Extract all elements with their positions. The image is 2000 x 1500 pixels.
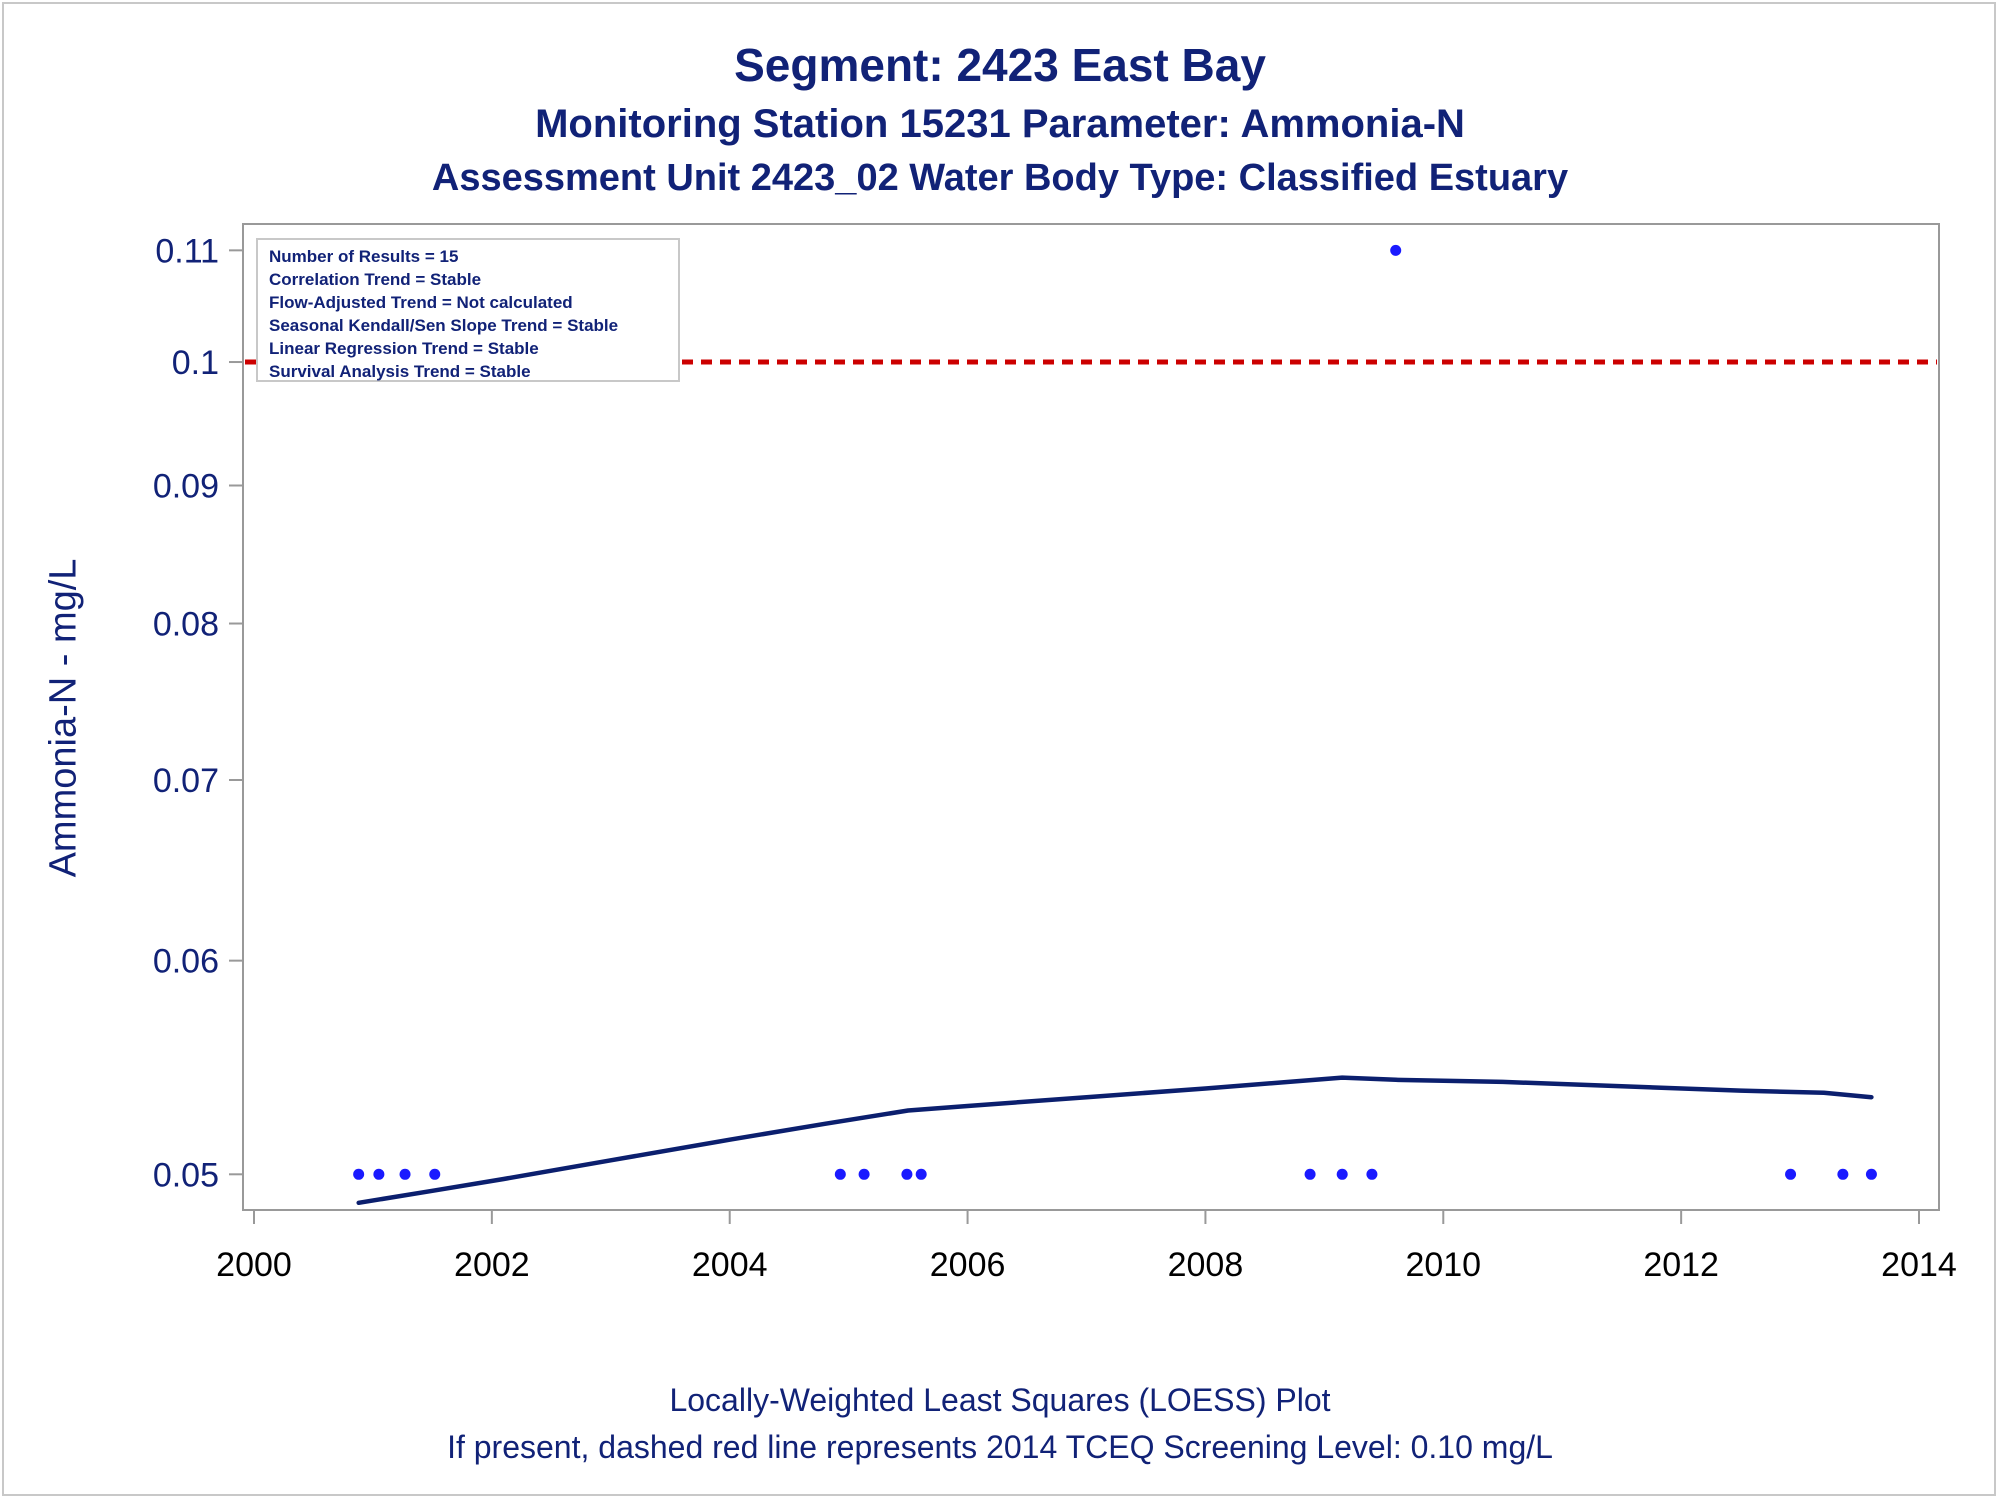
y-tick-label: 0.07 bbox=[153, 762, 219, 800]
chart-subtitle-station: Monitoring Station 15231 Parameter: Ammo… bbox=[535, 102, 1465, 146]
data-point bbox=[1837, 1168, 1849, 1180]
y-tick-label: 0.09 bbox=[153, 467, 219, 505]
inset-line-seasonal-kendall: Seasonal Kendall/Sen Slope Trend = Stabl… bbox=[269, 316, 619, 335]
data-point bbox=[399, 1168, 411, 1180]
data-point bbox=[1366, 1168, 1378, 1180]
inset-line-flow-adjusted: Flow-Adjusted Trend = Not calculated bbox=[269, 293, 573, 312]
y-tick-label: 0.08 bbox=[153, 606, 219, 644]
footnote-screening-level: If present, dashed red line represents 2… bbox=[447, 1429, 1553, 1465]
x-tick-label: 2004 bbox=[692, 1246, 768, 1284]
y-axis: 0.05 0.06 0.07 0.08 0.09 0.1 0.11 bbox=[153, 232, 243, 1194]
points-group bbox=[353, 244, 1877, 1180]
inset-line-linear-regression: Linear Regression Trend = Stable bbox=[269, 339, 539, 358]
y-tick-label: 0.05 bbox=[153, 1156, 219, 1194]
data-point bbox=[1304, 1168, 1316, 1180]
data-point bbox=[858, 1168, 870, 1180]
x-tick-label: 2006 bbox=[930, 1246, 1006, 1284]
plot-area bbox=[242, 223, 1940, 1211]
y-tick-label: 0.06 bbox=[153, 943, 219, 981]
data-point bbox=[834, 1168, 846, 1180]
inset-line-results: Number of Results = 15 bbox=[269, 247, 459, 266]
loess-group bbox=[356, 1075, 1874, 1206]
data-point bbox=[1865, 1168, 1877, 1180]
chart-title: Segment: 2423 East Bay bbox=[734, 39, 1266, 91]
data-point bbox=[1785, 1168, 1797, 1180]
data-point bbox=[429, 1168, 441, 1180]
data-point bbox=[353, 1168, 365, 1180]
data-point bbox=[373, 1168, 385, 1180]
trend-summary-inset: Number of Results = 15 Correlation Trend… bbox=[256, 238, 680, 382]
inset-line-correlation: Correlation Trend = Stable bbox=[269, 270, 482, 289]
x-tick-label: 2014 bbox=[1881, 1246, 1957, 1284]
inset-line-survival: Survival Analysis Trend = Stable bbox=[269, 362, 531, 381]
data-point bbox=[901, 1168, 913, 1180]
chart-subtitle-assessment: Assessment Unit 2423_02 Water Body Type:… bbox=[431, 157, 1569, 199]
x-tick-label: 2010 bbox=[1405, 1246, 1481, 1284]
x-tick-label: 2012 bbox=[1643, 1246, 1719, 1284]
x-tick-label: 2002 bbox=[454, 1246, 530, 1284]
loess-curve bbox=[356, 1075, 1874, 1206]
data-point bbox=[915, 1168, 927, 1180]
x-tick-label: 2000 bbox=[216, 1246, 292, 1284]
x-axis: 2000 2002 2004 2006 2008 2010 2012 2014 bbox=[216, 1210, 1957, 1284]
data-point bbox=[1390, 244, 1402, 256]
y-tick-label: 0.11 bbox=[155, 232, 219, 270]
x-tick-label: 2008 bbox=[1168, 1246, 1244, 1284]
y-tick-label: 0.1 bbox=[172, 344, 219, 382]
footnote-method: Locally-Weighted Least Squares (LOESS) P… bbox=[669, 1382, 1331, 1418]
data-point bbox=[1336, 1168, 1348, 1180]
